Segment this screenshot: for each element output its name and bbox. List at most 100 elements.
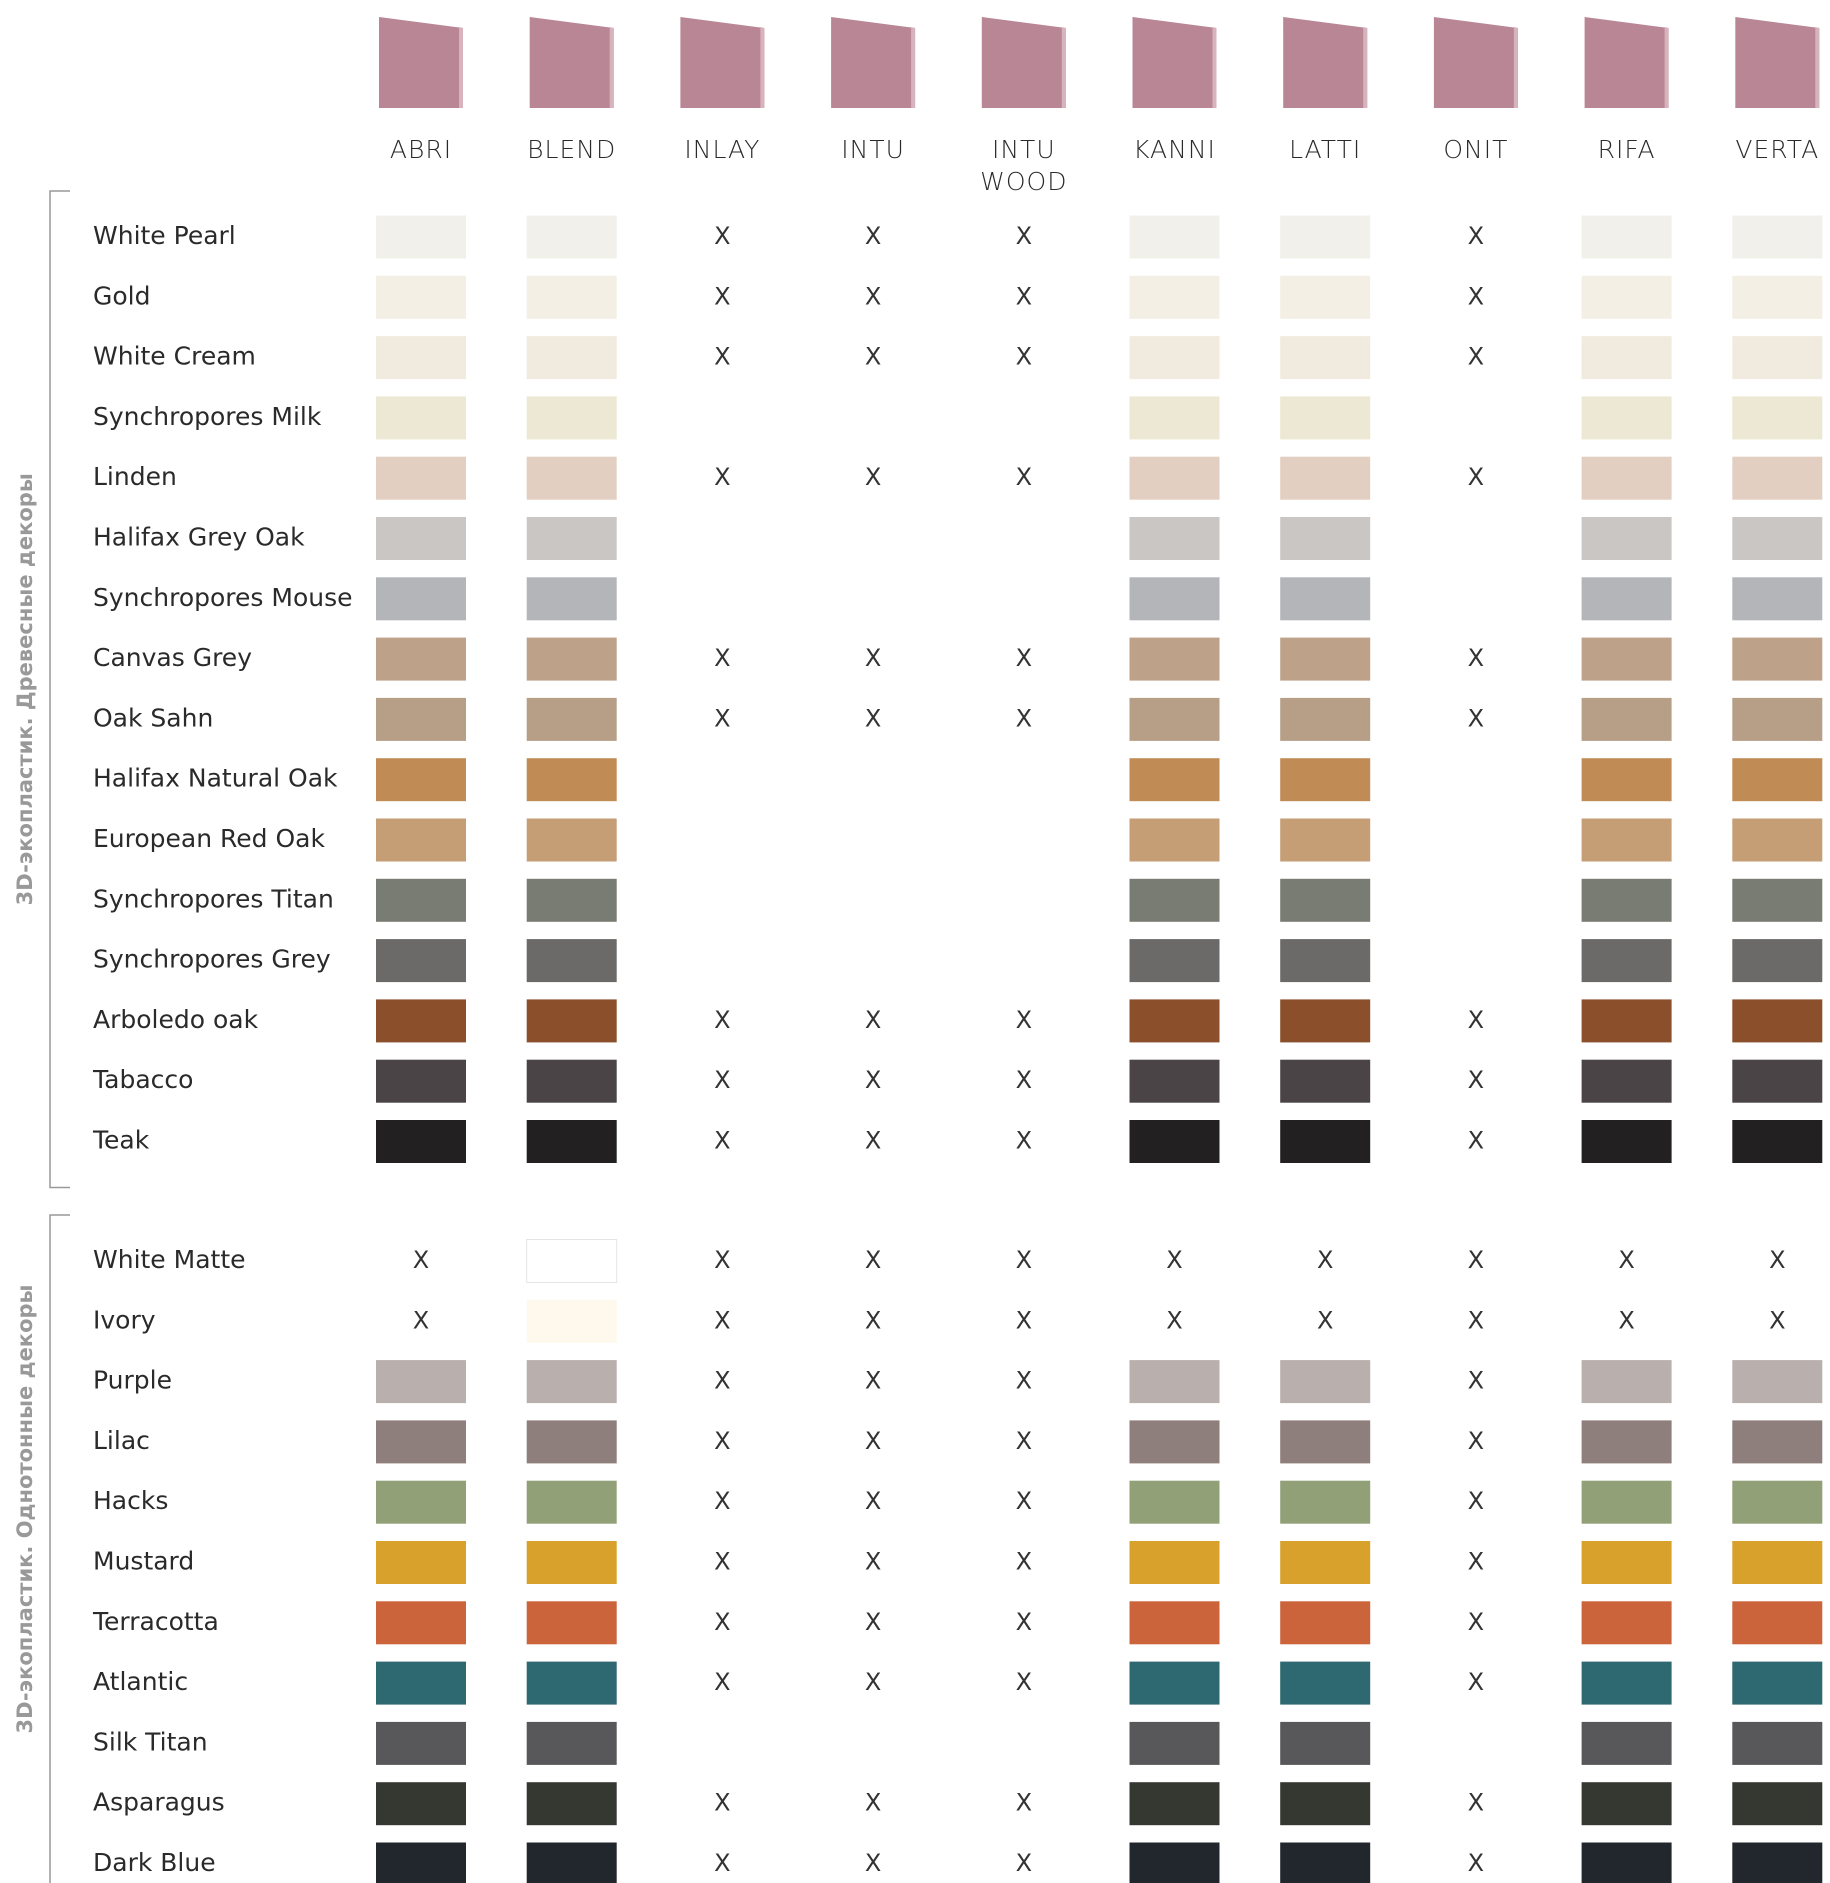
door-edge	[1061, 27, 1066, 108]
color-swatch	[1732, 1842, 1823, 1883]
column-header: BLEND	[527, 135, 616, 164]
unavailable-mark: X	[1016, 1548, 1032, 1576]
color-swatch	[1732, 818, 1823, 862]
color-swatch	[376, 637, 466, 681]
color-swatch	[1581, 1360, 1672, 1404]
unavailable-mark: X	[714, 343, 730, 371]
color-swatch	[1732, 1661, 1823, 1705]
color-swatch	[1129, 456, 1220, 500]
color-swatch	[1732, 1480, 1823, 1524]
unavailable-mark: X	[1016, 1789, 1032, 1817]
unavailable-mark: X	[714, 1487, 730, 1515]
door-icon	[680, 17, 765, 108]
color-swatch	[376, 1842, 466, 1883]
row-label: Mustard	[93, 1547, 194, 1576]
row-label: Canvas Grey	[93, 643, 252, 672]
color-swatch	[526, 456, 617, 500]
unavailable-mark: X	[1468, 1548, 1484, 1576]
door-edge	[1363, 27, 1368, 108]
unavailable-mark: X	[1468, 343, 1484, 371]
unavailable-mark: X	[714, 282, 730, 310]
color-swatch	[1280, 697, 1371, 741]
color-swatch	[1581, 758, 1672, 802]
unavailable-mark: X	[865, 704, 881, 732]
unavailable-mark: X	[1016, 1427, 1032, 1455]
unavailable-mark: X	[865, 343, 881, 371]
door-face	[831, 17, 916, 108]
color-swatch	[526, 939, 617, 983]
unavailable-mark: X	[1468, 1127, 1484, 1155]
row-label: Synchropores Mouse	[93, 583, 353, 612]
row-label: Gold	[93, 281, 150, 310]
color-swatch	[1280, 878, 1371, 922]
unavailable-mark: X	[1468, 1487, 1484, 1515]
row-label: White Pearl	[93, 221, 236, 250]
row-label: Atlantic	[93, 1667, 188, 1696]
color-swatch	[526, 1420, 617, 1464]
color-swatch	[1280, 999, 1371, 1043]
unavailable-mark: X	[714, 704, 730, 732]
unavailable-mark: X	[714, 1367, 730, 1395]
color-swatch	[1129, 939, 1220, 983]
color-swatch	[526, 336, 617, 380]
color-swatch	[526, 396, 617, 440]
unavailable-mark: X	[865, 1789, 881, 1817]
unavailable-mark: X	[865, 1066, 881, 1094]
unavailable-mark: X	[1016, 463, 1032, 491]
color-swatch	[1129, 1541, 1220, 1584]
column-header: INTU	[841, 135, 905, 164]
color-swatch	[1732, 396, 1823, 440]
unavailable-mark: X	[865, 1367, 881, 1395]
column-header: INLAY	[684, 135, 760, 164]
row-label: Silk Titan	[93, 1727, 208, 1756]
unavailable-mark: X	[1468, 1608, 1484, 1636]
color-swatch	[1280, 1480, 1371, 1524]
color-swatch	[1581, 1420, 1672, 1464]
door-face	[529, 17, 614, 108]
row-label: Dark Blue	[93, 1848, 216, 1877]
unavailable-mark: X	[1468, 1246, 1484, 1274]
color-swatch	[1129, 1601, 1220, 1645]
color-swatch	[376, 456, 466, 500]
color-swatch	[1280, 517, 1371, 560]
color-swatch	[1280, 1360, 1371, 1404]
unavailable-mark: X	[1317, 1246, 1333, 1274]
color-swatch	[376, 1420, 466, 1464]
color-swatch	[1129, 1782, 1220, 1826]
door-icon	[831, 17, 916, 108]
unavailable-mark: X	[865, 282, 881, 310]
unavailable-mark: X	[1166, 1246, 1182, 1274]
unavailable-mark: X	[1618, 1246, 1634, 1274]
color-swatch	[376, 1059, 466, 1103]
door-face	[379, 17, 463, 108]
unavailable-mark: X	[1468, 1066, 1484, 1094]
color-swatch	[376, 697, 466, 741]
color-swatch	[526, 1601, 617, 1645]
color-swatch	[1732, 1059, 1823, 1103]
unavailable-mark: X	[1468, 1427, 1484, 1455]
color-swatch	[1732, 275, 1823, 319]
color-swatch	[376, 758, 466, 802]
color-swatch	[1129, 1420, 1220, 1464]
unavailable-mark: X	[1317, 1306, 1333, 1334]
row-label: Asparagus	[93, 1788, 225, 1817]
door-edge	[609, 27, 614, 108]
unavailable-mark: X	[1016, 222, 1032, 250]
unavailable-mark: X	[1468, 222, 1484, 250]
color-swatch	[1280, 1661, 1371, 1705]
unavailable-mark: X	[714, 644, 730, 672]
color-swatch	[1581, 1120, 1672, 1163]
unavailable-mark: X	[1769, 1246, 1785, 1274]
color-swatch	[526, 697, 617, 741]
color-swatch	[526, 1782, 617, 1826]
color-swatch	[1280, 336, 1371, 380]
door-icon	[1584, 17, 1669, 108]
color-swatch	[376, 818, 466, 862]
color-swatch	[376, 517, 466, 560]
color-swatch	[376, 999, 466, 1043]
color-swatch	[526, 1541, 617, 1584]
color-swatch	[526, 878, 617, 922]
column-header: LATTI	[1289, 135, 1361, 164]
unavailable-mark: X	[1468, 1006, 1484, 1034]
